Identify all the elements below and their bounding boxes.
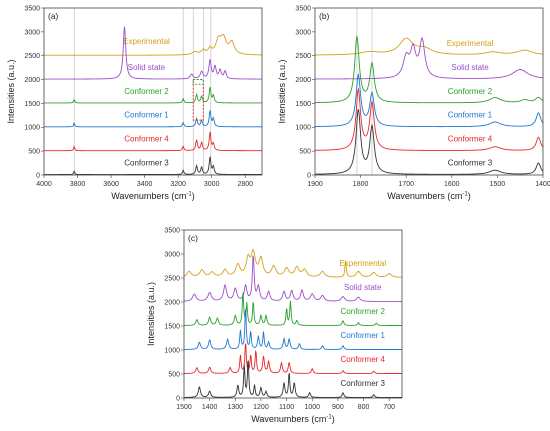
y-axis-title: Intensities (a.u.) <box>277 59 287 123</box>
series-label: Conformer 4 <box>124 135 169 144</box>
x-tick-label: 1800 <box>353 181 369 188</box>
series-line-conformer-3 <box>44 156 262 175</box>
series-label: Experimental <box>339 259 386 268</box>
x-tick-label: 1900 <box>307 181 323 188</box>
series-label: Conformer 2 <box>341 307 386 316</box>
y-tick-label: 1000 <box>295 125 311 132</box>
series-label: Solid state <box>128 63 166 72</box>
x-tick-label: 2800 <box>237 181 253 188</box>
y-tick-label: 2500 <box>295 53 311 60</box>
y-tick-label: 2000 <box>164 299 180 306</box>
y-tick-label: 2000 <box>24 77 40 84</box>
x-tick-label: 1500 <box>176 404 192 411</box>
x-tick-label: 1200 <box>253 404 269 411</box>
series-line-solid-state <box>44 26 262 80</box>
y-axis-title: Intensities (a.u.) <box>6 59 16 123</box>
x-tick-label: 3400 <box>137 181 153 188</box>
x-tick-label: 1500 <box>490 181 506 188</box>
x-tick-label: 700 <box>383 404 395 411</box>
series-label: Solid state <box>451 63 489 72</box>
series-label: Conformer 1 <box>341 331 386 340</box>
x-tick-label: 900 <box>332 404 344 411</box>
x-tick-label: 1000 <box>304 404 320 411</box>
y-tick-label: 3000 <box>24 29 40 36</box>
series-label: Conformer 3 <box>448 158 493 167</box>
y-tick-label: 3500 <box>24 5 40 12</box>
series-line-conformer-2 <box>183 292 402 326</box>
series-label: Conformer 3 <box>341 379 386 388</box>
y-tick-label: 0 <box>176 395 180 402</box>
series-line-conformer-3 <box>314 109 544 175</box>
series-line-solid-state <box>315 37 544 80</box>
chart-panel-a: Experimental Solid state Conformer 2 Confor… <box>6 5 263 201</box>
series-line-conformer-4 <box>44 131 262 152</box>
y-tick-label: 1500 <box>295 101 311 108</box>
panel-label: (b) <box>319 11 330 21</box>
x-tick-label: 3600 <box>103 181 119 188</box>
x-axis-title: Wavenumbers (cm-1) <box>111 191 195 201</box>
series-label: Solid state <box>344 283 382 292</box>
series-label: Conformer 1 <box>448 111 493 120</box>
y-tick-label: 3500 <box>295 5 311 12</box>
x-tick-label: 4000 <box>36 181 52 188</box>
y-tick-label: 2500 <box>24 53 40 60</box>
chart-panel-b: Experimental Solid state Conformer 2 Confor… <box>277 5 550 201</box>
series-line-experimental <box>314 37 544 56</box>
plot-frame <box>43 7 263 176</box>
series-label: Conformer 1 <box>124 111 169 120</box>
x-axis-title: Wavenumbers (cm-1) <box>251 414 335 424</box>
series-line-solid-state <box>183 255 402 302</box>
series-label: Experimental <box>123 37 170 46</box>
series-label: Experimental <box>447 39 494 48</box>
y-tick-label: 500 <box>28 149 40 156</box>
x-tick-label: 3800 <box>70 181 86 188</box>
series-line-conformer-4 <box>315 87 544 151</box>
x-tick-label: 1600 <box>444 181 460 188</box>
y-tick-label: 1000 <box>164 347 180 354</box>
series-line-conformer-1 <box>43 110 263 128</box>
series-line-experimental <box>44 33 263 56</box>
y-tick-label: 2000 <box>295 77 311 84</box>
x-tick-label: 800 <box>358 404 370 411</box>
y-tick-label: 0 <box>307 172 311 179</box>
y-tick-label: 3000 <box>295 29 311 36</box>
series-label: Conformer 4 <box>341 355 386 364</box>
x-tick-label: 1400 <box>535 181 550 188</box>
y-tick-label: 2500 <box>164 275 180 282</box>
panel-label: (c) <box>188 233 198 243</box>
y-tick-label: 500 <box>299 149 311 156</box>
series-label: Conformer 2 <box>124 87 169 96</box>
series-line-experimental <box>183 248 403 278</box>
x-tick-label: 1700 <box>398 181 414 188</box>
y-tick-label: 1500 <box>24 101 40 108</box>
series-line-conformer-4 <box>184 343 402 374</box>
y-tick-label: 1500 <box>164 323 180 330</box>
y-tick-label: 3000 <box>164 251 180 258</box>
x-tick-label: 3200 <box>170 181 186 188</box>
series-line-conformer-2 <box>314 35 544 104</box>
x-tick-label: 1400 <box>202 404 218 411</box>
series-line-conformer-1 <box>315 73 544 128</box>
y-tick-label: 500 <box>168 371 180 378</box>
series-line-conformer-3 <box>183 360 402 398</box>
series-line-conformer-1 <box>183 308 402 350</box>
chart-panel-c: Experimental Solid state Conformer 2 Confor… <box>146 227 403 424</box>
highlight-box <box>192 79 204 85</box>
y-axis-title: Intensities (a.u.) <box>146 282 156 346</box>
y-tick-label: 0 <box>36 172 40 179</box>
x-tick-label: 3000 <box>204 181 220 188</box>
plot-frame <box>183 229 403 399</box>
series-line-conformer-2 <box>44 86 262 104</box>
y-tick-label: 1000 <box>24 125 40 132</box>
series-label: Conformer 2 <box>448 87 493 96</box>
panel-label: (a) <box>48 11 59 21</box>
series-label: Conformer 3 <box>124 158 169 167</box>
x-axis-title: Wavenumbers (cm-1) <box>387 191 471 201</box>
series-label: Conformer 4 <box>448 135 493 144</box>
y-tick-label: 3500 <box>164 227 180 234</box>
x-tick-label: 1100 <box>279 404 294 411</box>
plot-frame <box>314 7 544 176</box>
x-tick-label: 1300 <box>228 404 244 411</box>
